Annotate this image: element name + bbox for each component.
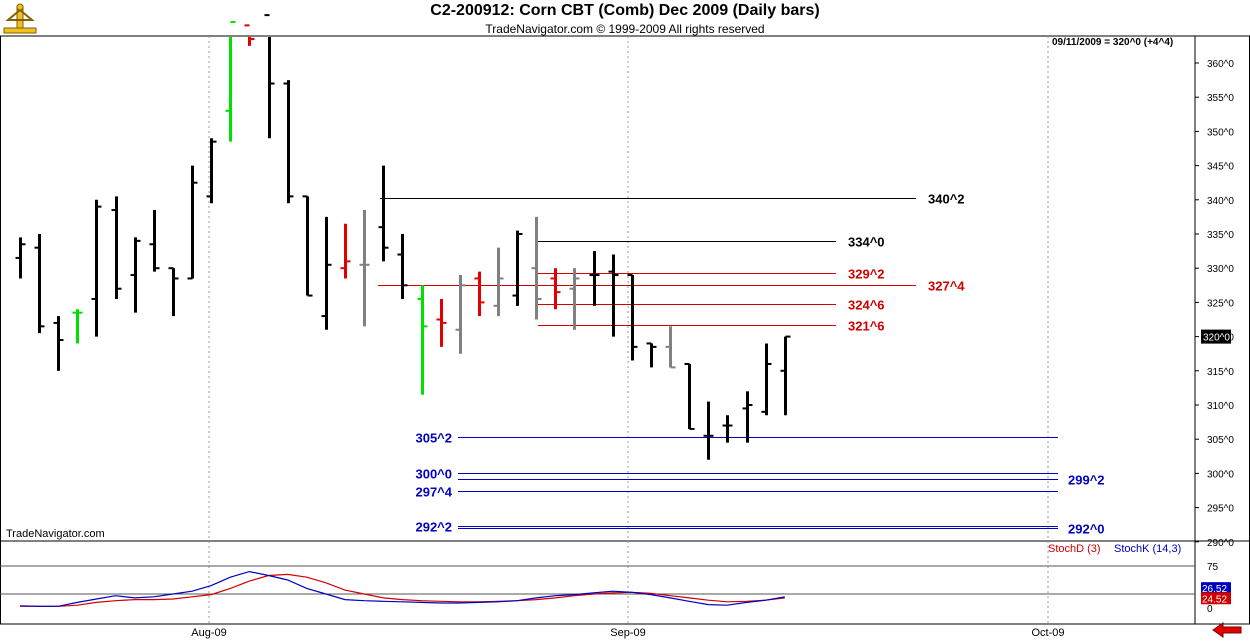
legend-stoch-k: StochK (14,3) <box>1114 543 1182 555</box>
ohlc-bar <box>149 210 160 272</box>
ohlc-bar <box>646 342 657 368</box>
ohlc-bar <box>474 271 485 317</box>
y-tick-label: 340^0 <box>1207 196 1234 207</box>
ohlc-bar <box>722 415 733 443</box>
ohlc-bar <box>321 216 332 330</box>
y-tick-label: 330^0 <box>1207 264 1234 275</box>
trade-navigator-logo-icon <box>3 3 37 34</box>
y-tick-label: 295^0 <box>1207 504 1234 515</box>
stoch-line-d <box>20 573 785 607</box>
x-tick-label: Sep-09 <box>610 627 645 639</box>
ohlc-bar <box>684 362 695 430</box>
ohlc-bar <box>608 254 619 337</box>
stoch-value-label: 26.52 <box>1202 584 1227 595</box>
ohlc-bar <box>493 247 504 317</box>
level-label: 321^6 <box>848 319 885 334</box>
last-price-box <box>1201 329 1231 344</box>
y-tick-label: 335^0 <box>1207 230 1234 241</box>
y-tick-label: 325^0 <box>1207 298 1234 309</box>
y-tick-label: 315^0 <box>1207 367 1234 378</box>
ohlc-bar <box>417 285 428 395</box>
ohlc-bar <box>302 195 313 297</box>
ohlc-bar <box>780 335 791 416</box>
level-label: 292^2 <box>415 520 452 535</box>
level-label: 305^2 <box>415 431 452 446</box>
ohlc-bar <box>455 275 466 354</box>
left-arrow-icon[interactable] <box>1212 622 1242 638</box>
ohlc-bar <box>531 216 542 320</box>
ohlc-bar <box>359 210 370 327</box>
chart-subtitle: TradeNavigator.com © 1999-2009 All right… <box>485 22 765 36</box>
quote-readout: 09/11/2009 = 320^0 (+4^4) <box>1052 37 1174 48</box>
ohlc-bar <box>665 326 676 369</box>
ohlc-bar <box>436 298 447 347</box>
stoch-value-box <box>1201 582 1231 595</box>
y-tick-label: 355^0 <box>1207 93 1234 104</box>
level-label: 297^4 <box>415 485 452 500</box>
chart-title: C2-200912: Corn CBT (Comb) Dec 2009 (Dai… <box>430 2 820 19</box>
ohlc-bar <box>15 237 26 279</box>
stoch-y-tick-label: 75 <box>1207 562 1219 573</box>
legend-stoch-d: StochD (3) <box>1048 543 1101 555</box>
ohlc-bar <box>53 316 64 371</box>
watermark: TradeNavigator.com <box>6 528 105 540</box>
stoch-y-tick-label: 0 <box>1207 604 1213 615</box>
ohlc-bar <box>397 234 408 299</box>
level-label: 340^2 <box>928 192 965 207</box>
ohlc-bar <box>742 391 753 443</box>
level-label: 334^0 <box>848 235 885 250</box>
ohlc-bar <box>512 230 523 306</box>
y-tick-label: 345^0 <box>1207 162 1234 173</box>
level-label: 299^2 <box>1068 473 1105 488</box>
stoch-value-box <box>1201 592 1231 605</box>
ohlc-bar <box>244 24 255 46</box>
ohlc-bar <box>703 401 714 460</box>
ohlc-bar <box>283 80 294 204</box>
ohlc-bar <box>111 196 122 299</box>
x-tick-label: Aug-09 <box>191 627 226 639</box>
ohlc-bar <box>627 274 638 361</box>
ohlc-bar <box>130 237 141 313</box>
ohlc-bar <box>340 223 351 279</box>
level-label: 292^0 <box>1068 522 1105 537</box>
ohlc-bar <box>225 20 236 142</box>
ohlc-bar <box>72 309 83 344</box>
ohlc-bar <box>34 234 45 334</box>
ohlc-bar <box>187 165 198 280</box>
ohlc-bar <box>168 267 179 317</box>
ohlc-bar <box>589 251 600 306</box>
y-tick-label: 350^0 <box>1207 127 1234 138</box>
y-tick-label: 305^0 <box>1207 435 1234 446</box>
last-price-label: 320^0 <box>1203 333 1230 344</box>
x-tick-label: Oct-09 <box>1031 627 1064 639</box>
ohlc-bar <box>569 268 580 330</box>
y-tick-label: 290^0 <box>1207 538 1234 549</box>
ohlc-bar <box>264 14 275 139</box>
y-tick-label: 300^0 <box>1207 469 1234 480</box>
ohlc-bar <box>550 268 561 310</box>
level-label: 300^0 <box>415 467 452 482</box>
ohlc-bar <box>206 138 217 204</box>
stoch-value-label: 24.52 <box>1202 594 1227 605</box>
ohlc-bar <box>761 343 772 416</box>
ohlc-bar <box>378 165 389 262</box>
y-tick-label: 360^0 <box>1207 59 1234 70</box>
level-label: 329^2 <box>848 267 885 282</box>
level-label: 327^4 <box>928 279 965 294</box>
level-label: 324^6 <box>848 298 885 313</box>
stoch-line-k <box>19 570 785 607</box>
ohlc-bar <box>91 199 102 337</box>
y-tick-label: 310^0 <box>1207 401 1234 412</box>
